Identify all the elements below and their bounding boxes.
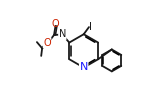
Text: O: O	[51, 19, 59, 29]
Text: O: O	[43, 38, 51, 48]
Text: N: N	[59, 29, 66, 39]
Text: N: N	[80, 62, 88, 72]
Text: I: I	[89, 22, 92, 32]
Text: H: H	[57, 30, 64, 39]
